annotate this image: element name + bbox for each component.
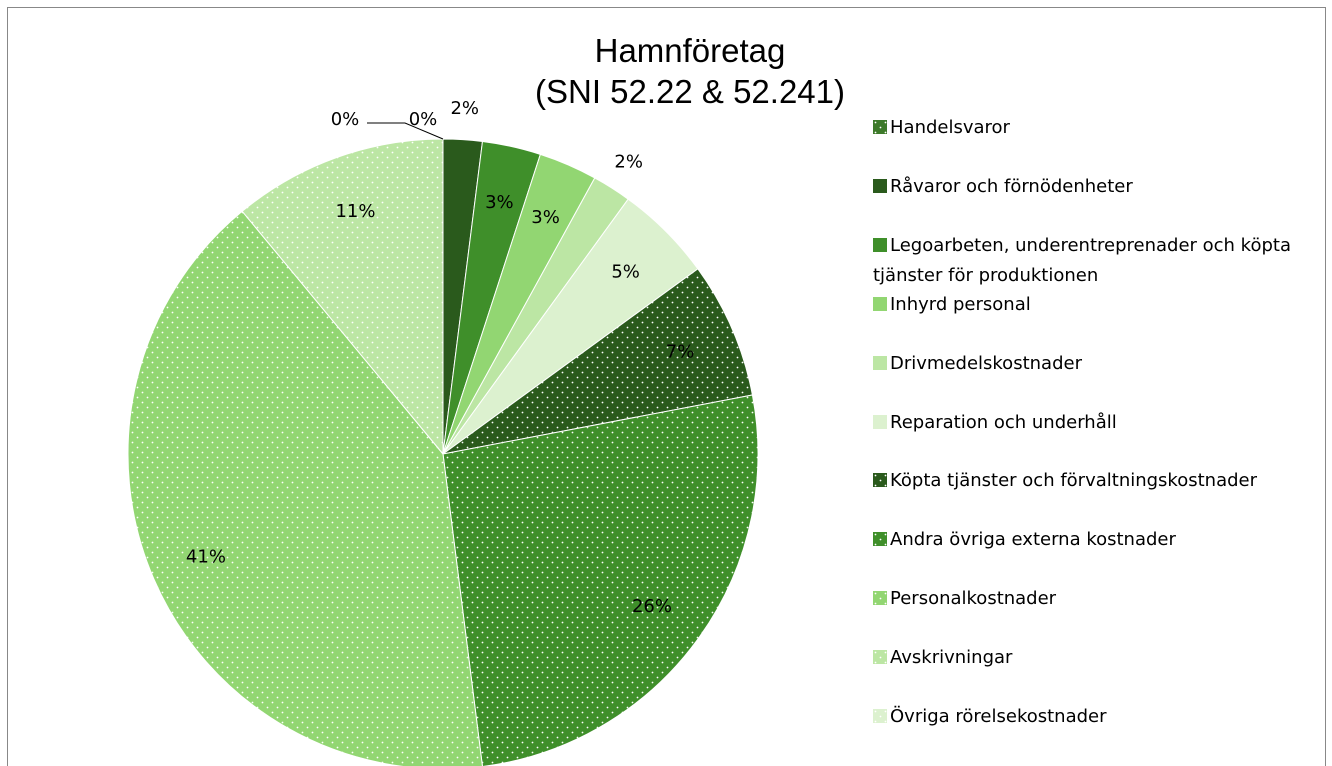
pie-slice [442,394,759,766]
legend-label: Personalkostnader [890,588,1057,610]
pie-slice [442,268,754,455]
legend-item: Andra övriga externa kostnader [873,525,1313,555]
legend-item: Handelsvaror [873,113,1313,143]
legend-label: Legoarbeten, underentreprenader och köpt… [873,234,1291,286]
data-label: 7% [666,341,695,362]
legend-label: Drivmedelskostnader [890,352,1082,374]
legend-label: Övriga rörelsekostnader [890,706,1107,727]
pie-slice [127,210,483,766]
legend-item: Övriga rörelsekostnader [873,702,1313,732]
legend-swatch [873,296,887,311]
legend-item: Köpta tjänster och förvaltningskostnader [873,466,1313,496]
legend-item: Drivmedelskostnader [873,349,1313,379]
legend-label: Handelsvaror [890,117,1010,138]
legend-item: Inhyrd personal [873,290,1313,320]
data-label: 5% [611,261,640,282]
legend-item: Legoarbeten, underentreprenader och köpt… [873,231,1313,291]
data-label: 26% [632,596,672,617]
legend-label: Köpta tjänster och förvaltningskostnader [890,470,1258,492]
legend-swatch [873,532,887,547]
legend-swatch [873,591,887,606]
legend-swatch [873,650,887,665]
data-label: 3% [485,192,514,213]
data-label: 2% [450,98,479,119]
data-label: 11% [335,201,375,222]
data-label: 3% [531,207,560,228]
pie-slice [241,138,444,456]
legend-swatch [873,120,887,134]
data-label: 0% [409,109,438,130]
legend-item: Reparation och underhåll [873,408,1313,438]
legend-swatch [873,473,887,488]
legend-label: Inhyrd personal [890,293,1031,315]
data-label: 2% [614,151,643,172]
legend-swatch [873,414,887,429]
legend-swatch [873,237,887,252]
legend-swatch [873,709,887,723]
data-label: 41% [186,547,226,568]
data-label: 0% [331,109,360,130]
legend-item: Avskrivningar [873,643,1313,673]
legend-swatch [873,355,887,370]
legend-label: Avskrivningar [890,647,1013,669]
chart-subtitle: (SNI 52.22 & 52.241) [535,73,845,110]
legend-label: Råvaror och förnödenheter [890,175,1133,197]
chart-title: Hamnföretag [595,32,786,69]
legend-item: Personalkostnader [873,584,1313,614]
legend-label: Andra övriga externa kostnader [890,529,1176,551]
legend-swatch [873,178,887,193]
legend-item: Råvaror och förnödenheter [873,172,1313,202]
leader-line [367,122,444,140]
legend-label: Reparation och underhåll [890,411,1117,433]
